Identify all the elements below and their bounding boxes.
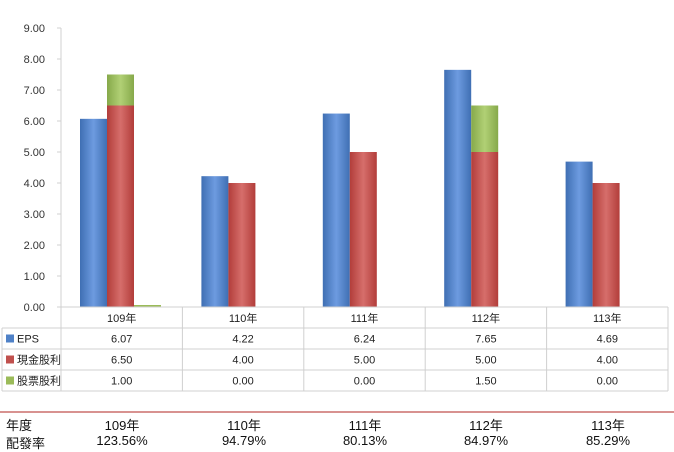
year-row-label: 年度 — [6, 418, 33, 433]
data-table-value: 5.00 — [354, 355, 375, 367]
summary-year: 109年 — [104, 418, 140, 433]
bars — [80, 69, 620, 307]
payout-ratio: 94.79% — [221, 433, 267, 448]
payout-ratio: 80.13% — [342, 433, 388, 448]
category-label: 113年 — [593, 311, 622, 325]
y-tick-label: 7.00 — [24, 85, 45, 97]
data-table-value: 1.50 — [475, 376, 496, 388]
legend-label: EPS — [17, 334, 39, 346]
bar-cash-dividend — [592, 183, 620, 307]
data-table-value: 4.00 — [232, 355, 253, 367]
y-tick-label: 9.00 — [24, 23, 45, 35]
bar-cash-dividend — [471, 152, 499, 307]
bar-eps — [444, 69, 472, 307]
legend-label: 現金股利 — [17, 353, 61, 367]
data-table-value: 1.00 — [111, 376, 132, 388]
data-table-value: 6.24 — [354, 334, 375, 346]
y-tick-label: 8.00 — [24, 54, 45, 66]
summary-year: 111年 — [348, 418, 382, 433]
data-table-value: 6.50 — [111, 355, 132, 367]
category-label: 112年 — [472, 311, 501, 325]
ratio-row-label: 配發率 — [6, 436, 46, 451]
bar-eps — [201, 176, 229, 307]
data-table-value: 4.00 — [597, 355, 618, 367]
bar-eps — [565, 161, 593, 307]
bar-eps — [80, 118, 107, 307]
data-table-value: 4.22 — [232, 334, 253, 346]
legend-swatch — [6, 355, 14, 364]
legend-swatch — [6, 334, 14, 343]
y-tick-label: 0.00 — [24, 302, 45, 314]
y-tick-label: 4.00 — [24, 178, 45, 190]
bar-cash-dividend — [228, 183, 256, 307]
y-tick-label: 2.00 — [24, 240, 45, 252]
payout-ratio: 84.97% — [463, 433, 509, 448]
y-tick-label: 6.00 — [24, 116, 45, 128]
y-tick-label: 3.00 — [24, 209, 45, 221]
bar-cash-dividend — [349, 152, 377, 307]
bar-stock-dividend-base — [134, 305, 161, 307]
payout-ratio: 123.56% — [96, 433, 148, 448]
bar-stock-dividend — [471, 105, 499, 152]
data-table-value: 5.00 — [475, 355, 496, 367]
data-table-value: 4.69 — [597, 334, 618, 346]
category-label: 109年 — [107, 311, 136, 325]
data-table: 109年 110年 111年 112年 113年 EPS 6.07 4.22 6.24 7.65 4… — [0, 306, 674, 413]
bar-stock-dividend — [107, 74, 134, 106]
data-table-value: 0.00 — [597, 376, 618, 388]
category-label: 110年 — [229, 311, 258, 325]
bar-cash-dividend — [107, 105, 134, 307]
data-table-value: 0.00 — [354, 376, 375, 388]
legend-label: 股票股利 — [17, 375, 61, 388]
payout-ratio: 85.29% — [585, 433, 631, 448]
legend-swatch — [6, 376, 14, 385]
category-label: 111年 — [351, 311, 379, 325]
summary-year: 110年 — [227, 418, 261, 433]
y-tick-label: 5.00 — [24, 147, 45, 159]
y-axis: 0.00 1.00 2.00 3.00 4.00 5.00 6.00 7.00 8.00 9.00 — [24, 23, 62, 314]
summary-year: 113年 — [591, 418, 625, 433]
data-table-value: 6.07 — [111, 334, 132, 346]
data-table-value: 0.00 — [232, 376, 253, 388]
data-table-value: 7.65 — [475, 334, 496, 346]
summary-year: 112年 — [469, 418, 503, 433]
y-tick-label: 1.00 — [24, 271, 45, 283]
bar-eps — [322, 113, 350, 307]
